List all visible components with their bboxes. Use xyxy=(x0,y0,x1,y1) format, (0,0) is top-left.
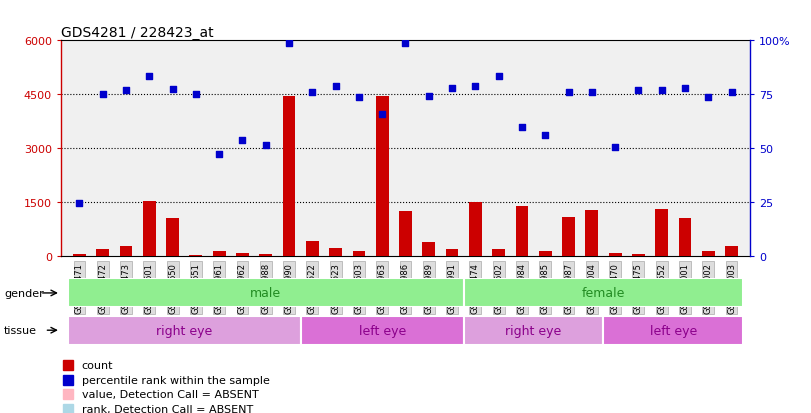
Bar xyxy=(423,243,436,256)
Bar xyxy=(306,242,319,256)
Point xyxy=(329,83,342,90)
Point xyxy=(306,90,319,96)
Point xyxy=(97,92,109,98)
Point xyxy=(608,145,621,151)
Point xyxy=(260,142,272,149)
Bar xyxy=(679,218,691,256)
Point xyxy=(632,88,645,94)
Point xyxy=(119,88,132,94)
Point xyxy=(679,86,692,93)
Bar xyxy=(469,202,482,256)
Bar xyxy=(492,249,505,256)
Text: gender: gender xyxy=(4,288,44,298)
Bar xyxy=(562,218,575,256)
Point xyxy=(212,152,225,159)
Bar xyxy=(120,246,132,256)
Point xyxy=(469,84,482,90)
Text: value, Detection Call = ABSENT: value, Detection Call = ABSENT xyxy=(81,389,258,399)
Point xyxy=(375,111,388,118)
Bar xyxy=(97,249,109,256)
Bar xyxy=(283,97,295,256)
Bar xyxy=(143,201,156,256)
Point xyxy=(539,133,551,139)
Text: male: male xyxy=(251,287,281,300)
Point xyxy=(423,93,436,100)
Bar xyxy=(190,255,202,256)
Bar xyxy=(212,252,225,256)
Bar xyxy=(609,254,621,256)
Point xyxy=(353,95,366,101)
Point xyxy=(190,92,203,98)
Text: female: female xyxy=(581,287,625,300)
Text: right eye: right eye xyxy=(505,324,562,337)
Bar xyxy=(73,254,86,256)
Bar xyxy=(301,316,464,345)
Bar xyxy=(725,247,738,256)
Text: rank, Detection Call = ABSENT: rank, Detection Call = ABSENT xyxy=(81,404,253,413)
Bar xyxy=(68,279,464,308)
Bar xyxy=(539,251,551,256)
Bar xyxy=(166,218,179,256)
Point xyxy=(492,73,505,80)
Bar xyxy=(399,211,412,256)
Text: percentile rank within the sample: percentile rank within the sample xyxy=(81,375,269,385)
Text: left eye: left eye xyxy=(358,324,406,337)
Point xyxy=(73,200,86,206)
Point xyxy=(399,40,412,47)
Point xyxy=(143,74,156,81)
Text: GDS4281 / 228423_at: GDS4281 / 228423_at xyxy=(61,26,213,40)
Bar xyxy=(464,316,603,345)
Bar xyxy=(68,316,301,345)
Text: count: count xyxy=(81,361,113,370)
Bar xyxy=(603,316,743,345)
Bar xyxy=(236,254,249,256)
Bar xyxy=(586,210,599,256)
Text: left eye: left eye xyxy=(650,324,697,337)
Bar xyxy=(375,97,388,256)
Point xyxy=(516,125,529,131)
Point xyxy=(282,40,295,47)
Point xyxy=(166,86,179,93)
Point xyxy=(445,86,458,93)
Bar xyxy=(260,254,272,256)
Text: tissue: tissue xyxy=(4,325,37,335)
Point xyxy=(562,90,575,97)
Point xyxy=(586,90,599,96)
Bar xyxy=(464,279,743,308)
Point xyxy=(725,90,738,96)
Bar xyxy=(353,252,365,256)
Point xyxy=(702,95,714,101)
Bar xyxy=(702,252,714,256)
Point xyxy=(236,138,249,144)
Bar xyxy=(446,249,458,256)
Bar xyxy=(655,209,668,256)
Text: right eye: right eye xyxy=(157,324,212,337)
Bar xyxy=(329,248,342,256)
Bar xyxy=(632,254,645,256)
Point xyxy=(655,88,668,94)
Bar xyxy=(516,206,528,256)
